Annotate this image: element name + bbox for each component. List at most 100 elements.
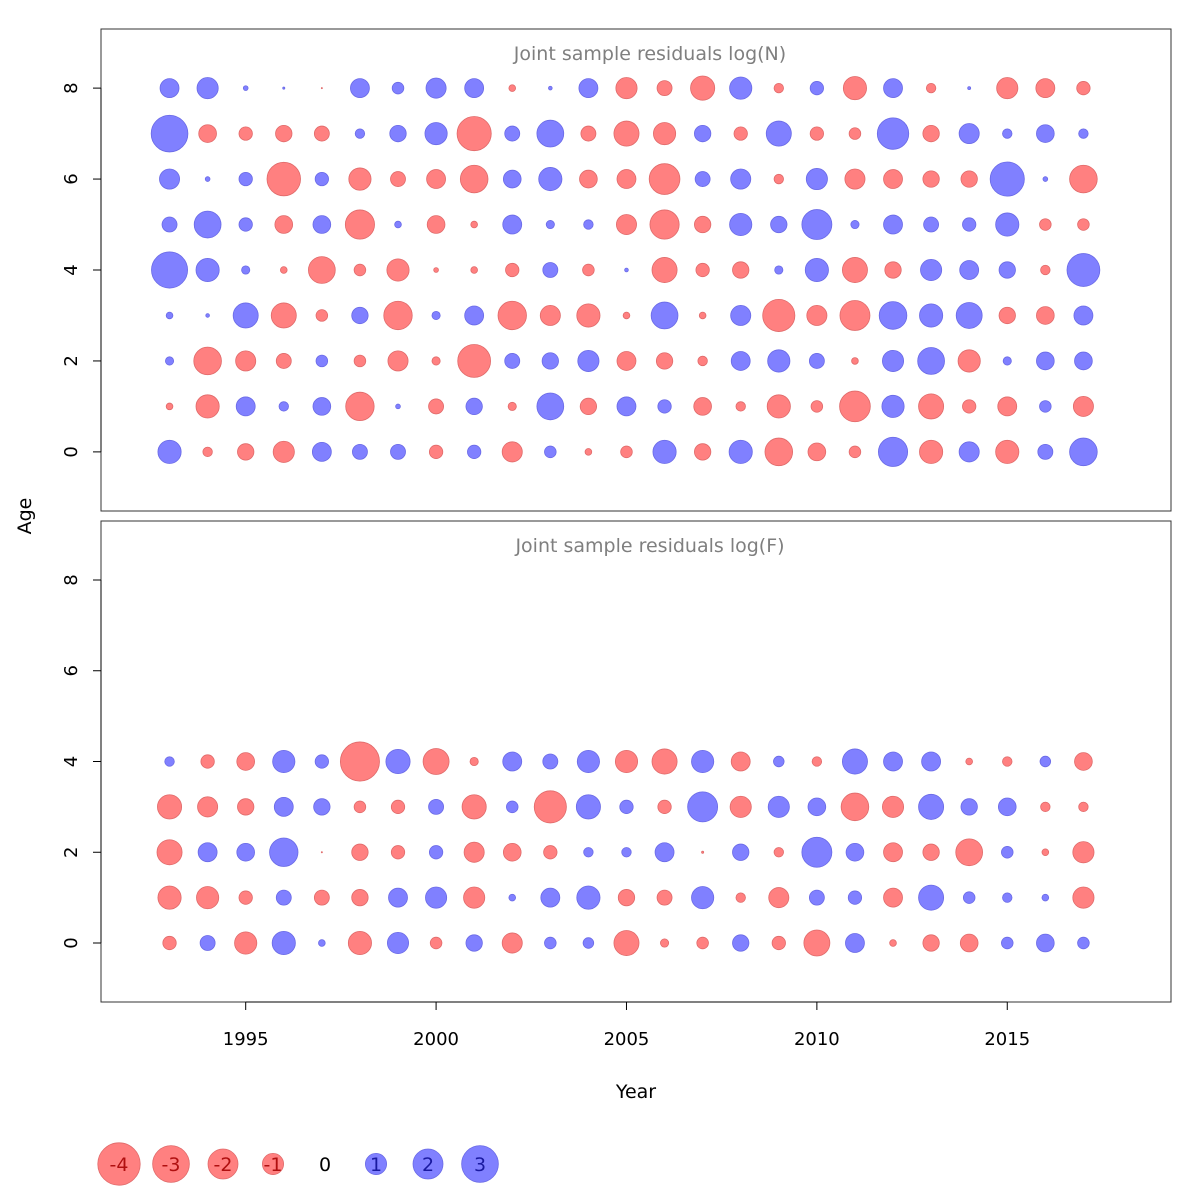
residual-bubble xyxy=(353,354,367,368)
residual-bubble xyxy=(1040,801,1051,813)
panel-log-f: Joint sample residuals log(F) 0 2 4 6 8 xyxy=(61,520,1172,1003)
residual-bubble xyxy=(541,352,559,370)
residual-bubble xyxy=(1002,756,1013,767)
residual-bubble xyxy=(730,168,752,190)
residual-bubble xyxy=(848,445,862,459)
residual-bubble xyxy=(542,753,559,770)
panel-log-n-y-axis: 0 2 4 6 8 xyxy=(61,82,102,458)
residual-bubble xyxy=(320,87,323,90)
residual-bubble xyxy=(922,170,940,188)
residual-bubble xyxy=(351,306,369,325)
residual-bubble xyxy=(236,842,255,862)
legend-label: 0 xyxy=(319,1154,331,1176)
residual-bubble xyxy=(345,391,375,422)
residual-bubble xyxy=(615,77,638,100)
residual-bubble xyxy=(883,842,903,863)
residual-bubble xyxy=(918,393,945,420)
residual-bubble xyxy=(767,349,791,373)
residual-bubble xyxy=(193,210,222,239)
residual-bubble xyxy=(424,122,448,146)
residual-bubble xyxy=(195,257,220,283)
residual-bubble xyxy=(390,799,406,814)
residual-bubble xyxy=(883,78,903,98)
residual-bubble xyxy=(315,309,329,322)
residual-bubble xyxy=(312,215,332,234)
residual-bubble xyxy=(807,442,827,462)
residual-bubble xyxy=(543,845,558,860)
residual-bubble xyxy=(433,267,439,273)
residual-bubble xyxy=(502,169,522,189)
residual-bubble xyxy=(919,303,944,328)
residual-bubble xyxy=(694,171,711,187)
residual-bubble xyxy=(1040,264,1051,276)
residual-bubble xyxy=(882,795,905,818)
residual-bubble xyxy=(352,443,368,460)
residual-bubble xyxy=(353,263,367,277)
residual-bubble xyxy=(801,209,833,240)
residual-bubble xyxy=(773,755,785,768)
residual-bubble xyxy=(839,300,871,331)
x-tick-label: 2005 xyxy=(604,1029,650,1050)
y-tick-label: 0 xyxy=(61,937,82,948)
residual-bubble xyxy=(150,114,189,153)
residual-bubble xyxy=(236,752,255,771)
residual-bubble xyxy=(545,220,555,230)
residual-bubble xyxy=(582,937,595,949)
residual-bubble xyxy=(810,400,824,413)
residual-bubble xyxy=(694,215,712,234)
residual-bubble xyxy=(883,169,903,189)
residual-bubble xyxy=(773,847,784,858)
residual-bubble xyxy=(199,935,216,951)
residual-bubble xyxy=(847,890,863,905)
residual-bubble xyxy=(762,298,796,332)
residual-bubble xyxy=(1037,443,1054,460)
residual-bubble xyxy=(660,938,670,948)
residual-bubble xyxy=(202,446,213,458)
residual-bubble xyxy=(429,936,443,950)
residual-bubble xyxy=(238,217,253,232)
residual-bubble xyxy=(698,311,707,320)
residual-bubble xyxy=(314,171,329,187)
residual-bubble xyxy=(232,302,259,329)
residual-bubble xyxy=(193,346,222,376)
residual-bubble xyxy=(1066,253,1101,287)
residual-bubble xyxy=(624,267,629,273)
residual-bubble xyxy=(1072,395,1094,417)
residual-bubble xyxy=(656,889,673,906)
residual-bubble xyxy=(575,794,601,820)
residual-bubble xyxy=(730,305,752,326)
residual-bubble xyxy=(275,353,292,369)
x-tick-label: 1995 xyxy=(223,1029,269,1050)
residual-bubble xyxy=(851,357,859,365)
residual-bubble xyxy=(848,127,862,140)
residual-bubble xyxy=(922,843,940,861)
residual-bubble xyxy=(1074,351,1093,371)
residual-bubble xyxy=(275,124,293,143)
residual-bubble xyxy=(806,305,828,326)
residual-bubble xyxy=(234,931,258,955)
residual-bubble xyxy=(621,847,632,858)
residual-bubble xyxy=(464,305,485,326)
panel-log-n: Joint sample residuals log(N) 0 2 4 6 8 xyxy=(61,28,1172,512)
residual-bubble xyxy=(955,302,983,329)
residual-bubble xyxy=(1002,356,1012,366)
legend-label: -4 xyxy=(110,1154,129,1176)
y-axis-title: Age xyxy=(14,498,36,535)
residual-bubble xyxy=(967,86,972,91)
residual-bubble xyxy=(655,352,674,370)
residual-bubble xyxy=(387,350,409,372)
residual-bubble xyxy=(842,76,867,101)
residual-bubble xyxy=(270,302,297,329)
y-tick-label: 4 xyxy=(61,756,82,767)
residual-bubble xyxy=(539,305,561,326)
residual-bubble xyxy=(426,169,446,189)
panel-log-f-bubbles xyxy=(156,741,1095,957)
residual-bubble xyxy=(960,170,978,188)
residual-bubble xyxy=(197,796,219,818)
residual-bubble xyxy=(921,751,941,772)
residual-bubble xyxy=(470,266,478,274)
residual-bubble xyxy=(811,756,823,767)
residual-bubble xyxy=(350,78,370,98)
residual-bubble xyxy=(266,161,301,197)
residual-bubble xyxy=(884,261,902,279)
